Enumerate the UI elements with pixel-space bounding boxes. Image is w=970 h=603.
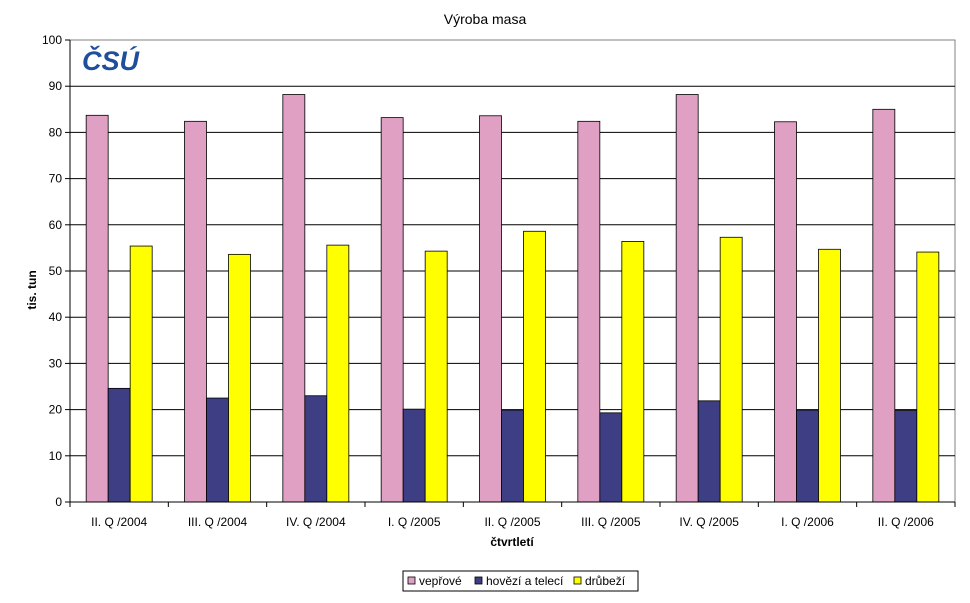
bar-drubezi bbox=[916, 251, 940, 503]
bar-hovezi-a-teleci bbox=[894, 410, 918, 503]
x-tick-label: II. Q /2004 bbox=[91, 515, 147, 529]
y-axis-label: tis. tun bbox=[25, 270, 39, 309]
bars bbox=[85, 94, 940, 503]
y-tick-label: 70 bbox=[49, 172, 63, 186]
bar-drubezi bbox=[424, 250, 448, 503]
bar-drubezi bbox=[523, 230, 546, 503]
bar-drubezi bbox=[129, 245, 153, 503]
x-tick-label: IV. Q /2005 bbox=[679, 515, 739, 529]
bar-veprove bbox=[282, 94, 306, 503]
y-tick-label: 100 bbox=[42, 33, 62, 47]
legend: vepřové hovězí a telecí drůbeží bbox=[402, 570, 639, 592]
bar-hovezi-a-teleci bbox=[599, 412, 623, 503]
y-tick-label: 60 bbox=[49, 218, 63, 232]
x-tick-label: I. Q /2006 bbox=[781, 515, 834, 529]
x-tick-label: III. Q /2005 bbox=[581, 515, 641, 529]
x-axis-label: čtvrtletí bbox=[490, 535, 534, 549]
bar-veprove bbox=[380, 117, 404, 503]
bar-veprove bbox=[577, 120, 601, 503]
legend-swatch bbox=[573, 576, 582, 585]
bar-drubezi bbox=[719, 236, 743, 503]
bar-hovezi-a-teleci bbox=[304, 395, 328, 503]
y-tick-label: 10 bbox=[49, 449, 63, 463]
bar-hovezi-a-teleci bbox=[697, 400, 721, 503]
logo-text: ČSÚ bbox=[82, 45, 141, 76]
bar-drubezi bbox=[326, 244, 350, 503]
y-tick-label: 40 bbox=[49, 310, 63, 324]
y-tick-label: 90 bbox=[49, 79, 63, 93]
x-tick-label: III. Q /2004 bbox=[188, 515, 248, 529]
y-tick-label: 20 bbox=[49, 403, 63, 417]
bar-drubezi bbox=[818, 248, 841, 503]
bar-veprove bbox=[675, 94, 699, 503]
bar-veprove bbox=[85, 114, 109, 503]
legend-box bbox=[402, 570, 639, 592]
y-tick-label: 50 bbox=[49, 264, 63, 278]
bar-veprove bbox=[774, 121, 797, 503]
y-tick-label: 30 bbox=[49, 356, 63, 370]
y-tick-label: 80 bbox=[49, 125, 63, 139]
x-tick-label: II. Q /2005 bbox=[484, 515, 540, 529]
bar-hovezi-a-teleci bbox=[206, 397, 229, 503]
bar-hovezi-a-teleci bbox=[107, 387, 131, 503]
x-tick-label: II. Q /2006 bbox=[878, 515, 934, 529]
x-tick-label: I. Q /2005 bbox=[388, 515, 441, 529]
bar-drubezi bbox=[621, 241, 645, 503]
x-axis-ticks: II. Q /2004 III. Q /2004 IV. Q /2004 I. Q /… bbox=[69, 502, 956, 529]
legend-label: vepřové bbox=[419, 574, 462, 588]
legend-label: drůbeží bbox=[585, 574, 626, 588]
csu-logo: ČSÚ bbox=[82, 45, 141, 76]
bar-hovezi-a-teleci bbox=[402, 408, 426, 503]
bar-hovezi-a-teleci bbox=[796, 409, 819, 503]
bar-drubezi bbox=[228, 253, 251, 503]
bar-veprove bbox=[479, 115, 502, 503]
y-axis-ticks: 0 10 20 30 40 50 60 70 80 90 100 bbox=[42, 33, 955, 509]
legend-label: hovězí a telecí bbox=[486, 574, 564, 588]
bar-veprove bbox=[184, 120, 207, 503]
bar-veprove bbox=[872, 108, 896, 503]
y-tick-label: 0 bbox=[55, 495, 62, 509]
legend-swatch bbox=[474, 576, 483, 585]
legend-swatch bbox=[407, 576, 416, 585]
chart-title: Výroba masa bbox=[444, 11, 527, 27]
x-tick-label: IV. Q /2004 bbox=[286, 515, 346, 529]
bar-hovezi-a-teleci bbox=[501, 409, 524, 503]
